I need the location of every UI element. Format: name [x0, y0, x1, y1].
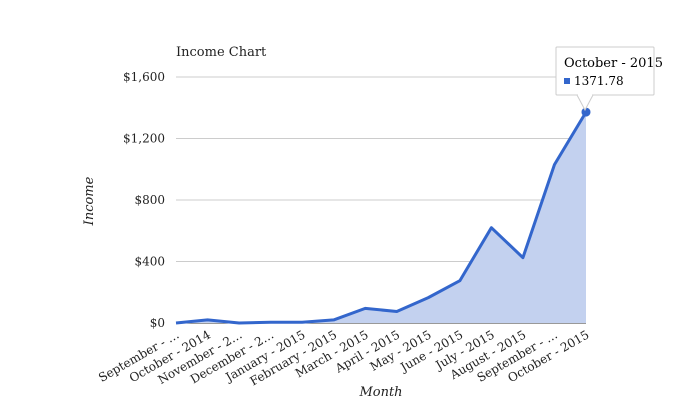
- tooltip-series-swatch: [564, 78, 570, 84]
- series-line: [175, 111, 588, 325]
- tooltip-pointer: [576, 94, 594, 112]
- chart-title: Income Chart: [176, 45, 267, 60]
- y-axis-ticks: $0 $400 $800 $1,200 $1,600: [123, 70, 165, 330]
- y-axis-label: Income: [82, 176, 97, 226]
- series-area-fill: [176, 112, 586, 323]
- y-tick-label: $0: [150, 316, 165, 330]
- y-tick-label: $1,200: [123, 132, 165, 146]
- y-tick-label: $1,600: [123, 70, 165, 84]
- tooltip-title: October - 2015: [564, 56, 663, 71]
- tooltip-value: 1371.78: [574, 74, 624, 88]
- y-tick-label: $800: [134, 193, 165, 207]
- data-point[interactable]: [581, 107, 591, 117]
- series-area: [175, 107, 591, 325]
- x-axis-label: Month: [358, 385, 402, 400]
- tooltip: October - 2015 1371.78: [555, 46, 663, 112]
- tooltip-box: [555, 46, 655, 96]
- y-tick-label: $400: [134, 255, 165, 269]
